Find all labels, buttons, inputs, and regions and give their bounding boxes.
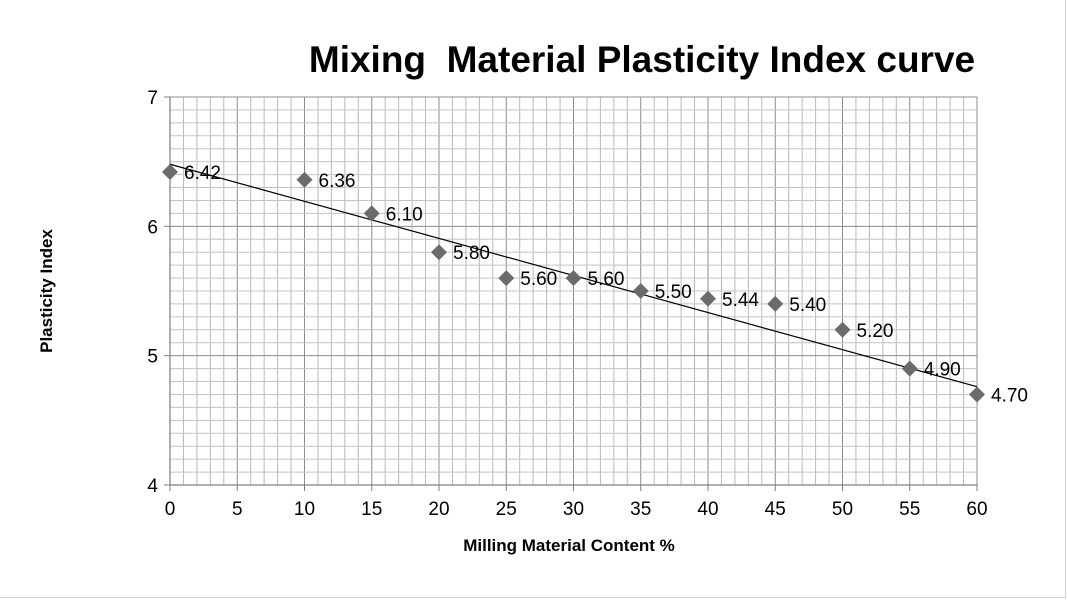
x-tick-label: 50 xyxy=(832,499,853,520)
x-tick-label: 40 xyxy=(697,499,718,520)
data-label: 6.42 xyxy=(184,163,221,184)
data-label: 5.44 xyxy=(722,290,759,311)
grid-lines xyxy=(169,96,978,486)
x-tick-label: 15 xyxy=(361,499,382,520)
data-point xyxy=(162,164,178,181)
data-point xyxy=(834,321,851,338)
x-tick-label: 20 xyxy=(428,499,449,520)
data-label: 4.70 xyxy=(991,385,1028,406)
x-tick-label: 35 xyxy=(630,499,651,520)
chart-title: Mixing Material Plasticity Index curve xyxy=(309,39,975,80)
data-point xyxy=(363,205,380,222)
data-point xyxy=(431,244,447,261)
data-point xyxy=(901,360,918,377)
y-tick-label: 6 xyxy=(147,217,158,238)
x-axis-title: Milling Material Content % xyxy=(463,536,675,555)
plot-axes xyxy=(164,96,978,491)
y-axis-title: Plasticity Index xyxy=(37,229,56,353)
data-point xyxy=(767,295,784,312)
data-label: 5.40 xyxy=(789,295,826,316)
data-point xyxy=(498,270,515,287)
x-tick-label: 30 xyxy=(563,499,584,520)
x-tick-label: 10 xyxy=(294,499,315,520)
x-tick-label: 5 xyxy=(232,499,243,520)
data-label: 4.90 xyxy=(924,360,961,381)
data-label: 5.60 xyxy=(520,269,557,290)
y-tick-label: 4 xyxy=(147,476,158,497)
data-point xyxy=(969,386,985,403)
data-label: 5.20 xyxy=(857,321,894,342)
data-label: 5.50 xyxy=(655,282,692,303)
x-tick-label: 55 xyxy=(899,499,920,520)
x-tick-label: 60 xyxy=(966,499,987,520)
data-points xyxy=(162,164,985,403)
data-label: 5.60 xyxy=(588,269,625,290)
x-tick-label: 25 xyxy=(496,499,517,520)
data-labels: 6.42 6.36 6.10 5.80 5.60 5.60 5.50 5.44 5.40 5.20… xyxy=(184,163,1028,406)
data-label: 6.10 xyxy=(386,204,423,225)
data-point xyxy=(565,270,582,287)
x-tick-label: 45 xyxy=(765,499,786,520)
y-tick-label: 5 xyxy=(147,347,158,368)
x-tick-label: 0 xyxy=(165,499,176,520)
y-tick-label: 7 xyxy=(147,88,158,109)
data-label: 5.80 xyxy=(453,243,490,264)
data-point xyxy=(296,171,313,188)
data-point xyxy=(632,283,649,299)
data-label: 6.36 xyxy=(319,171,356,192)
data-point xyxy=(700,290,716,307)
